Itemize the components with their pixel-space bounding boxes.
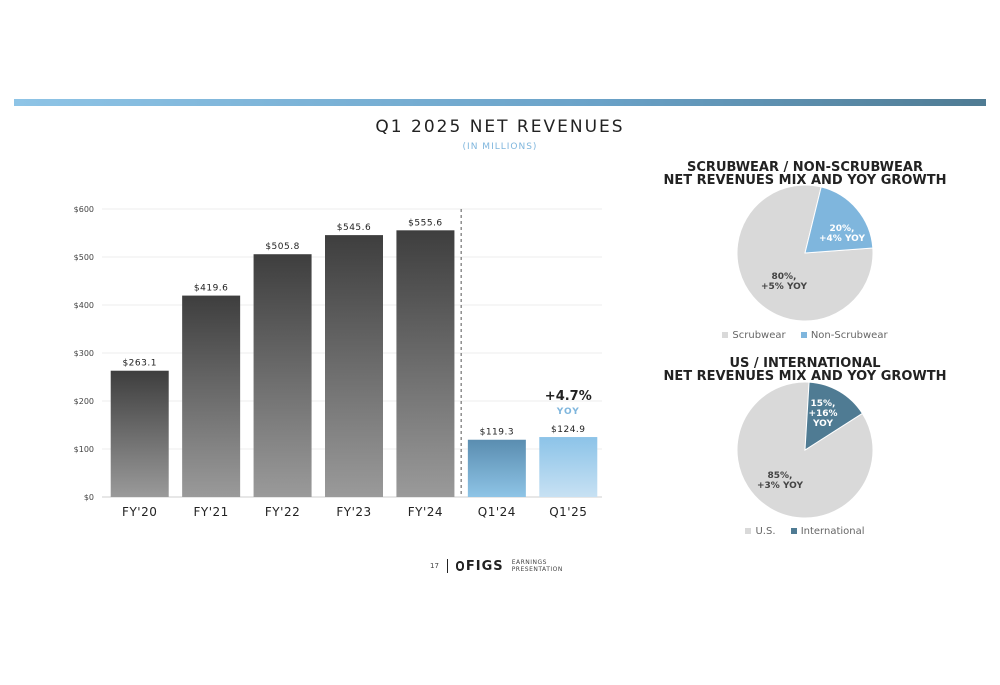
page-number: 17: [430, 562, 439, 570]
legend-item: Non-Scrubwear: [800, 330, 888, 341]
x-category-label: FY'22: [265, 505, 300, 519]
pie-slice-label: 85%,: [768, 471, 793, 481]
bar-value-label: $555.6: [408, 218, 443, 228]
pie-slice-label: 15%,: [811, 399, 836, 409]
pie-slice-label: +3% YOY: [757, 481, 803, 491]
x-category-label: Q1'25: [549, 505, 587, 519]
legend-label: U.S.: [755, 526, 776, 537]
figs-logo-text: FIGS: [465, 558, 504, 574]
bar-value-label: $263.1: [122, 359, 157, 369]
top-accent-rule: [14, 99, 986, 106]
legend-swatch: [722, 332, 729, 338]
pie-slice-label: YOY: [812, 419, 834, 429]
bar-value-label: $545.6: [337, 223, 372, 233]
bar-q125: [539, 437, 598, 497]
pie1-title: SCRUBWEAR / NON-SCRUBWEAR NET REVENUES M…: [645, 161, 965, 187]
pie2-title-line2: NET REVENUES MIX AND YOY GROWTH: [663, 369, 947, 384]
bar-q124: [467, 439, 526, 497]
figs-logo-icon: [455, 560, 464, 571]
y-tick-label: $0: [84, 493, 94, 502]
pie-slice-label: +5% YOY: [761, 282, 807, 292]
x-category-label: FY'21: [193, 505, 228, 519]
bar-value-label: $419.6: [194, 284, 229, 294]
footer-caption: EARNINGS PRESENTATION: [512, 559, 563, 573]
pie-slice-label: 80%,: [772, 272, 797, 282]
page-subtitle: (IN MILLIONS): [462, 142, 538, 152]
legend-item: Scrubwear: [722, 330, 786, 341]
bar-fy20: [110, 370, 169, 497]
footer-caption-line2: PRESENTATION: [511, 566, 563, 573]
y-tick-label: $400: [74, 301, 94, 310]
footer-caption-line1: EARNINGS: [511, 559, 547, 566]
figs-logo: FIGS: [455, 558, 504, 574]
footer-divider: [446, 559, 448, 573]
bar-value-label: $505.8: [265, 242, 300, 252]
yoy-growth-value: +4.7%: [545, 389, 592, 404]
bar-fy24: [396, 230, 455, 497]
pie-slice-non-scrubwear: [804, 186, 874, 254]
legend-swatch: [745, 528, 752, 534]
pie1-title-line1: SCRUBWEAR / NON-SCRUBWEAR: [687, 160, 923, 175]
footer: 17 FIGS EARNINGS PRESENTATION: [430, 556, 563, 576]
y-tick-label: $200: [74, 397, 94, 406]
pie-slice-label: 20%,: [830, 224, 855, 234]
pie1-title-line2: NET REVENUES MIX AND YOY GROWTH: [663, 173, 947, 188]
legend-swatch: [790, 528, 797, 534]
legend-label: Non-Scrubwear: [810, 330, 888, 341]
pie-slice-label: +16%: [808, 409, 837, 419]
bar-fy21: [182, 295, 241, 497]
page-title: Q1 2025 NET REVENUES: [375, 117, 625, 137]
pie-slice-international: [804, 381, 864, 451]
y-tick-label: $500: [74, 253, 94, 262]
legend-swatch: [800, 332, 807, 338]
legend-item: International: [790, 526, 865, 537]
legend-item: U.S.: [745, 526, 776, 537]
pie2-title-line1: US / INTERNATIONAL: [729, 356, 881, 371]
bar-value-label: $124.9: [551, 425, 586, 435]
pie2-title: US / INTERNATIONAL NET REVENUES MIX AND …: [645, 357, 965, 383]
pie2-legend: U.S. International: [645, 526, 965, 537]
y-tick-label: $300: [74, 349, 94, 358]
pie1-legend: Scrubwear Non-Scrubwear: [645, 330, 965, 341]
x-category-label: FY'20: [122, 505, 157, 519]
y-tick-label: $600: [74, 205, 94, 214]
x-category-label: FY'24: [408, 505, 443, 519]
legend-label: International: [800, 526, 865, 537]
bar-fy23: [325, 235, 383, 497]
x-category-label: FY'23: [336, 505, 371, 519]
pie-slice-label: +4% YOY: [819, 234, 865, 244]
bar-fy22: [253, 254, 312, 497]
y-tick-label: $100: [74, 445, 94, 454]
yoy-growth-label: YOY: [556, 407, 580, 417]
legend-label: Scrubwear: [732, 330, 786, 341]
x-category-label: Q1'24: [478, 505, 516, 519]
bar-value-label: $119.3: [480, 428, 515, 438]
